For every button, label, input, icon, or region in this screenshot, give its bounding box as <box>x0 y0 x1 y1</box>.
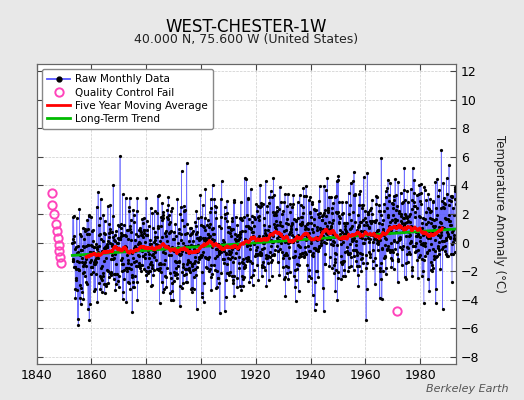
Text: Berkeley Earth: Berkeley Earth <box>426 384 508 394</box>
Text: WEST-CHESTER-1W: WEST-CHESTER-1W <box>166 18 327 36</box>
Y-axis label: Temperature Anomaly (°C): Temperature Anomaly (°C) <box>493 135 506 293</box>
Text: 40.000 N, 75.600 W (United States): 40.000 N, 75.600 W (United States) <box>134 33 358 46</box>
Legend: Raw Monthly Data, Quality Control Fail, Five Year Moving Average, Long-Term Tren: Raw Monthly Data, Quality Control Fail, … <box>42 69 213 129</box>
